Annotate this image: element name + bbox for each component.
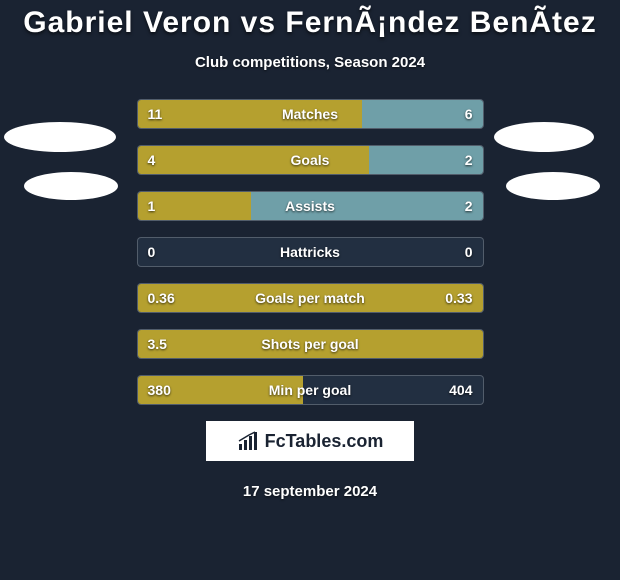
right-value: 2 — [465, 198, 473, 214]
stat-label: Hattricks — [138, 244, 483, 260]
right-value: 6 — [465, 106, 473, 122]
stat-label: Goals per match — [138, 290, 483, 306]
stat-label: Shots per goal — [138, 336, 483, 352]
stats-area: Matches116Goals42Assists12Hattricks00Goa… — [0, 99, 620, 500]
left-value: 380 — [148, 382, 171, 398]
stat-row: Min per goal380 404 — [137, 375, 484, 405]
stat-label: Min per goal — [138, 382, 483, 398]
stat-row: Goals per match0.36 0.33 — [137, 283, 484, 313]
right-value: 0.33 — [445, 290, 472, 306]
decorative-ellipse — [24, 172, 118, 200]
decorative-ellipse — [506, 172, 600, 200]
right-value: 0 — [465, 244, 473, 260]
bars-icon — [237, 430, 259, 452]
subtitle: Club competitions, Season 2024 — [0, 54, 620, 71]
left-value: 4 — [148, 152, 156, 168]
left-value: 0.36 — [148, 290, 175, 306]
right-value: 404 — [449, 382, 472, 398]
stat-label: Assists — [138, 198, 483, 214]
stat-row: Matches11 6 — [137, 99, 484, 129]
left-value: 1 — [148, 198, 156, 214]
page-title: Gabriel Veron vs FernÃ¡ndez BenÃ­tez — [0, 0, 620, 40]
stat-row: Hattricks0 0 — [137, 237, 484, 267]
stat-row: Goals4 2 — [137, 145, 484, 175]
watermark: FcTables.com — [206, 421, 414, 461]
decorative-ellipse — [494, 122, 594, 152]
left-value: 11 — [148, 106, 163, 122]
stat-label: Goals — [138, 152, 483, 168]
left-value: 3.5 — [148, 336, 167, 352]
stat-label: Matches — [138, 106, 483, 122]
stat-row: Assists1 2 — [137, 191, 484, 221]
stat-row: Shots per goal3.5 — [137, 329, 484, 359]
decorative-ellipse — [4, 122, 116, 152]
watermark-text: FcTables.com — [265, 431, 384, 452]
left-value: 0 — [148, 244, 156, 260]
date-label: 17 september 2024 — [0, 483, 620, 500]
right-value: 2 — [465, 152, 473, 168]
